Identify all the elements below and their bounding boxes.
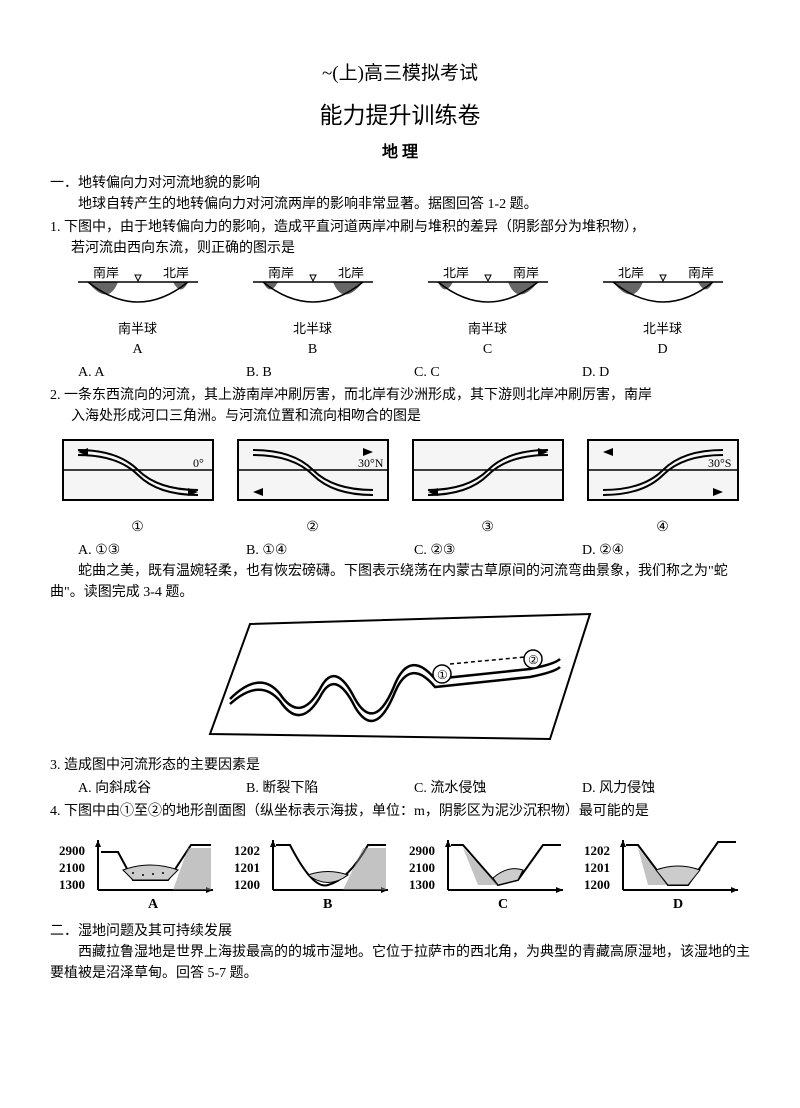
- q1-opt-a: A. A: [78, 362, 246, 383]
- q3-opt-b: B. 断裂下陷: [246, 778, 414, 799]
- svg-text:B: B: [323, 897, 332, 912]
- q2-diagram-3: ③: [400, 435, 575, 538]
- q1-line1: 1. 下图中，由于地转偏向力的影响，造成平直河道两岸冲刷与堆积的差异（阴影部分为…: [50, 217, 750, 238]
- q1-diagram-d: 北岸 南岸 北半球 D: [575, 267, 750, 360]
- q2-options: A. ①③ B. ①④ C. ②③ D. ②④: [50, 540, 750, 561]
- q2-diagram-4: 30°S ④: [575, 435, 750, 538]
- q2-diagram-label: ④: [575, 517, 750, 538]
- q4-diagram-a: 2900 2100 1300 A: [50, 830, 225, 915]
- q2-diagram-label: ③: [400, 517, 575, 538]
- section1-intro: 地球自转产生的地转偏向力对河流两岸的影响非常显著。据图回答 1-2 题。: [50, 194, 750, 215]
- svg-text:南岸: 南岸: [513, 267, 539, 280]
- q1-diagram-label: A: [50, 339, 225, 360]
- meander-diagram: ① ②: [50, 609, 750, 749]
- svg-text:北半球: 北半球: [643, 321, 682, 336]
- svg-text:1300: 1300: [59, 877, 85, 892]
- svg-text:1201: 1201: [584, 860, 610, 875]
- q1-diagram-a: 南岸 北岸 南半球 A: [50, 267, 225, 360]
- river-flow-icon: 0°: [58, 435, 218, 515]
- q1-opt-c: C. C: [414, 362, 582, 383]
- svg-text:1202: 1202: [234, 843, 260, 858]
- svg-text:2100: 2100: [59, 860, 85, 875]
- meander-icon: ① ②: [190, 609, 610, 749]
- q3-opt-a: A. 向斜成谷: [78, 778, 246, 799]
- svg-text:②: ②: [528, 653, 539, 667]
- q2-opt-d: D. ②④: [582, 540, 750, 561]
- q2-opt-b: B. ①④: [246, 540, 414, 561]
- svg-text:①: ①: [437, 668, 448, 682]
- svg-text:0°: 0°: [193, 456, 204, 470]
- svg-text:1201: 1201: [234, 860, 260, 875]
- svg-text:C: C: [498, 897, 508, 912]
- river-flow-icon: 30°S: [583, 435, 743, 515]
- svg-text:1200: 1200: [234, 877, 260, 892]
- title-sub: 能力提升训练卷: [50, 99, 750, 134]
- svg-text:南半球: 南半球: [118, 321, 157, 336]
- svg-text:2900: 2900: [409, 843, 435, 858]
- q4-diagram-b: 1202 1201 1200 B: [225, 830, 400, 915]
- q3-text: 3. 造成图中河流形态的主要因素是: [50, 755, 750, 776]
- svg-text:2900: 2900: [59, 843, 85, 858]
- svg-text:A: A: [148, 897, 159, 912]
- q1-diagram-label: D: [575, 339, 750, 360]
- q1-opt-d: D. D: [582, 362, 750, 383]
- svg-text:北岸: 北岸: [163, 267, 189, 280]
- river-flow-icon: 30°N: [233, 435, 393, 515]
- q2-diagram-label: ①: [50, 517, 225, 538]
- section2-heading: 二．湿地问题及其可持续发展: [50, 921, 750, 942]
- svg-text:南岸: 南岸: [268, 267, 294, 280]
- profile-icon: 2900 2100 1300 A: [53, 830, 223, 915]
- profile-icon: 1202 1201 1200 B: [228, 830, 398, 915]
- cross-section-icon: 北岸 南岸 南半球: [413, 267, 563, 337]
- q2-line1: 2. 一条东西流向的河流，其上游南岸冲刷厉害，而北岸有沙洲形成，其下游则北岸冲刷…: [50, 385, 750, 406]
- svg-text:D: D: [673, 897, 683, 912]
- q4-diagram-c: 2900 2100 1300 C: [400, 830, 575, 915]
- svg-text:北岸: 北岸: [338, 267, 364, 280]
- q2-opt-a: A. ①③: [78, 540, 246, 561]
- q3-opt-d: D. 风力侵蚀: [582, 778, 750, 799]
- svg-text:北半球: 北半球: [293, 321, 332, 336]
- section2-intro: 西藏拉鲁湿地是世界上海拔最高的的城市湿地。它位于拉萨市的西北角，为典型的青藏高原…: [50, 942, 750, 984]
- q3-opt-c: C. 流水侵蚀: [414, 778, 582, 799]
- svg-text:北岸: 北岸: [443, 267, 469, 280]
- q1-opt-b: B. B: [246, 362, 414, 383]
- svg-text:1300: 1300: [409, 877, 435, 892]
- q4-diagram-d: 1202 1201 1200 D: [575, 830, 750, 915]
- meander-intro: 蛇曲之美，既有温婉轻柔，也有恢宏磅礴。下图表示绕荡在内蒙古草原间的河流弯曲景象，…: [50, 561, 750, 603]
- profile-icon: 2900 2100 1300 C: [403, 830, 573, 915]
- svg-text:2100: 2100: [409, 860, 435, 875]
- title-main: ~(上)高三模拟考试: [50, 60, 750, 89]
- svg-text:30°N: 30°N: [358, 456, 384, 470]
- q1-diagram-label: B: [225, 339, 400, 360]
- q1-diagram-label: C: [400, 339, 575, 360]
- q4-text: 4. 下图中由①至②的地形剖面图（纵坐标表示海拔，单位：m，阴影区为泥沙沉积物）…: [50, 801, 750, 822]
- svg-text:北岸: 北岸: [618, 267, 644, 280]
- q2-diagram-1: 0° ①: [50, 435, 225, 538]
- cross-section-icon: 南岸 北岸 南半球: [63, 267, 213, 337]
- cross-section-icon: 北岸 南岸 北半球: [588, 267, 738, 337]
- q1-line2: 若河流由西向东流，则正确的图示是: [50, 238, 750, 259]
- q3-options: A. 向斜成谷 B. 断裂下陷 C. 流水侵蚀 D. 风力侵蚀: [50, 778, 750, 799]
- q1-options: A. A B. B C. C D. D: [50, 362, 750, 383]
- q1-diagram-c: 北岸 南岸 南半球 C: [400, 267, 575, 360]
- q4-diagram-row: 2900 2100 1300 A 1202 1201 1200 B: [50, 830, 750, 915]
- svg-text:30°S: 30°S: [708, 456, 731, 470]
- svg-text:南半球: 南半球: [468, 321, 507, 336]
- q2-opt-c: C. ②③: [414, 540, 582, 561]
- q2-diagram-label: ②: [225, 517, 400, 538]
- section1-heading: 一．地转偏向力对河流地貌的影响: [50, 173, 750, 194]
- svg-text:南岸: 南岸: [688, 267, 714, 280]
- svg-text:南岸: 南岸: [93, 267, 119, 280]
- q2-diagram-2: 30°N ②: [225, 435, 400, 538]
- svg-text:1200: 1200: [584, 877, 610, 892]
- subject-label: 地 理: [50, 141, 750, 165]
- river-flow-icon: [408, 435, 568, 515]
- q2-diagram-row: 0° ① 30°N ② ③: [50, 435, 750, 538]
- q1-diagram-b: 南岸 北岸 北半球 B: [225, 267, 400, 360]
- profile-icon: 1202 1201 1200 D: [578, 830, 748, 915]
- q2-line2: 入海处形成河口三角洲。与河流位置和流向相吻合的图是: [50, 406, 750, 427]
- cross-section-icon: 南岸 北岸 北半球: [238, 267, 388, 337]
- q1-diagram-row: 南岸 北岸 南半球 A 南岸 北岸 北半球 B 北岸 南岸 南半球: [50, 267, 750, 360]
- svg-text:1202: 1202: [584, 843, 610, 858]
